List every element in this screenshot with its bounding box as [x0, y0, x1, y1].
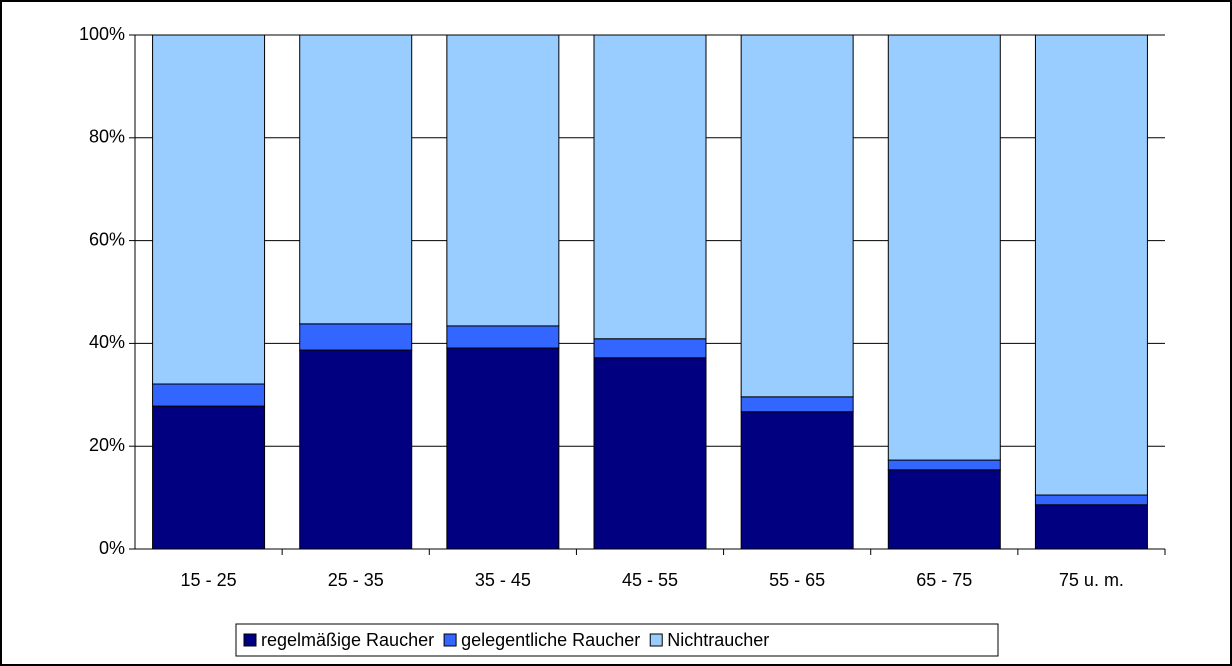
y-tick-label: 100%	[79, 24, 125, 44]
bar-segment	[1034, 504, 1148, 550]
x-tick-label: 55 - 65	[769, 570, 825, 590]
bar-segment	[152, 405, 266, 550]
bar-segment	[299, 349, 413, 550]
bar-segment	[593, 357, 707, 550]
bar-segment	[299, 323, 413, 351]
x-tick-label: 45 - 55	[622, 570, 678, 590]
bar-segment	[1034, 34, 1148, 496]
y-tick-label: 0%	[99, 538, 125, 558]
bar-segment	[740, 396, 854, 413]
legend-frame	[235, 623, 999, 657]
legend-label: gelegentliche Raucher	[461, 630, 640, 650]
bar-segment	[152, 383, 266, 407]
bar-segment	[1034, 494, 1148, 506]
y-tick-label: 40%	[89, 332, 125, 352]
bar-segment	[887, 469, 1001, 550]
x-tick-label: 25 - 35	[328, 570, 384, 590]
x-tick-label: 65 - 75	[916, 570, 972, 590]
legend-swatch	[243, 633, 257, 647]
y-tick-label: 80%	[89, 127, 125, 147]
bar-segment	[593, 338, 707, 359]
y-tick-label: 60%	[89, 229, 125, 249]
legend-label: Nichtraucher	[667, 630, 769, 650]
bar-segment	[593, 34, 707, 340]
y-tick-label: 20%	[89, 435, 125, 455]
x-tick-label: 35 - 45	[475, 570, 531, 590]
bar-segment	[152, 34, 266, 385]
legend: regelmäßige Raucher gelegentliche Raucher…	[235, 623, 999, 657]
x-tick-label: 15 - 25	[181, 570, 237, 590]
bar-segment	[740, 34, 854, 398]
bar-segment	[299, 34, 413, 325]
x-tick-label: 75 u. m.	[1059, 570, 1124, 590]
bar-segment	[740, 411, 854, 550]
bar-segment	[446, 34, 560, 327]
bar-segment	[887, 459, 1001, 471]
bar-segment	[446, 325, 560, 349]
legend-label: regelmäßige Raucher	[261, 630, 434, 650]
bar-segment	[887, 34, 1001, 461]
bar-segment	[446, 347, 560, 550]
legend-swatch	[443, 633, 457, 647]
legend-swatch	[649, 633, 663, 647]
